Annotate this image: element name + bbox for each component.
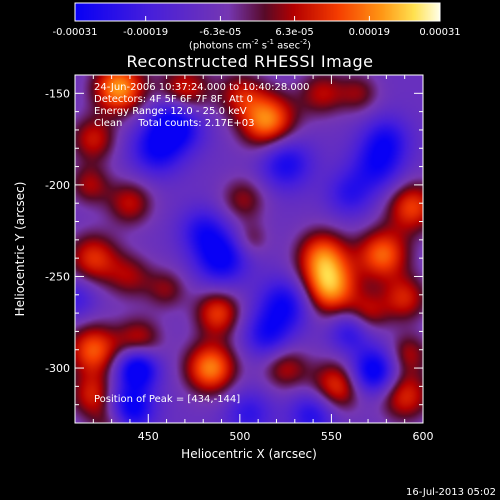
peak-position-text: Position of Peak = [434,-144] (94, 394, 241, 405)
plot-title: Reconstructed RHESSI Image (126, 52, 374, 71)
x-tick-label: 450 (138, 430, 159, 443)
colorbar-tick-label: -0.00019 (123, 27, 168, 38)
colorbar-tick-label: -6.3e-05 (199, 27, 241, 38)
detectors-text: Detectors: 4F 5F 6F 7F 8F, Att 0 (94, 94, 254, 105)
x-tick-label: 500 (229, 430, 250, 443)
y-tick-label: -200 (45, 179, 70, 192)
y-tick-label: -250 (45, 270, 70, 283)
colorbar-tick-label: -0.00031 (53, 27, 98, 38)
y-axis-label: Heliocentric Y (arcsec) (13, 182, 27, 317)
colorbar-tick-label: 6.3e-05 (275, 27, 313, 38)
y-tick-label: -150 (45, 87, 70, 100)
x-tick-label: 550 (321, 430, 342, 443)
colorbar-tick-label: 0.00019 (349, 27, 390, 38)
x-tick-label: 600 (413, 430, 434, 443)
colorbar (75, 3, 440, 21)
clean-counts-text: Clean Total counts: 2.17E+03 (94, 118, 255, 129)
time-range-text: 24-Jun-2006 10:37:24.000 to 10:40:28.000 (94, 82, 310, 93)
energy-range-text: Energy Range: 12.0 - 25.0 keV (94, 106, 247, 117)
colorbar-unit-label: (photons cm-2 s-1 asec-2) (188, 38, 312, 52)
colorbar-tick-label: 0.00031 (419, 27, 460, 38)
y-tick-label: -300 (45, 362, 70, 375)
footer-date: 16-Jul-2013 05:02 (405, 487, 496, 498)
x-axis-label: Heliocentric X (arcsec) (181, 447, 317, 461)
